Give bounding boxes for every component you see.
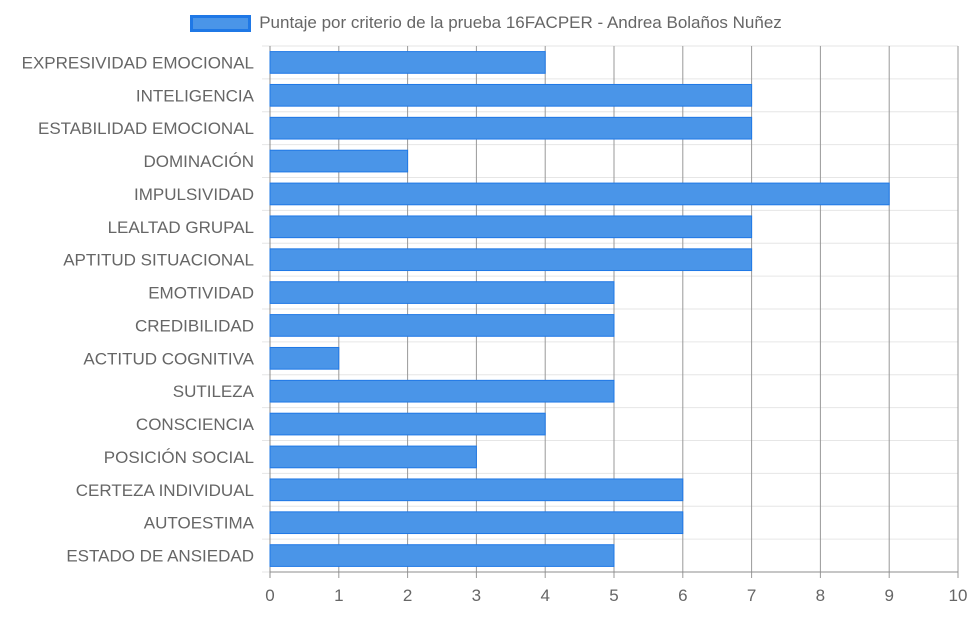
bar (269, 511, 684, 535)
category-label: APTITUD SITUACIONAL (63, 251, 254, 270)
x-tick-label: 9 (884, 586, 893, 605)
legend[interactable]: Puntaje por criterio de la prueba 16FACP… (0, 10, 972, 36)
category-label: ESTABILIDAD EMOCIONAL (38, 119, 254, 138)
bar (269, 314, 615, 337)
bar (269, 379, 615, 403)
x-tick-label: 1 (334, 586, 343, 605)
category-label: IMPULSIVIDAD (134, 185, 254, 204)
x-tick-label: 6 (678, 586, 687, 605)
category-label: LEALTAD GRUPAL (108, 218, 254, 237)
x-tick-label: 7 (747, 586, 756, 605)
x-tick-label: 5 (609, 586, 618, 605)
legend-label: Puntaje por criterio de la prueba 16FACP… (259, 13, 782, 32)
bar (269, 51, 546, 74)
category-label: DOMINACIÓN (144, 152, 255, 171)
bar (269, 149, 409, 173)
bar (269, 478, 684, 502)
x-tick-label: 0 (265, 586, 274, 605)
bar (269, 182, 890, 206)
category-label: ACTITUD COGNITIVA (83, 349, 254, 368)
category-label: ESTADO DE ANSIEDAD (66, 547, 254, 566)
category-label: AUTOESTIMA (144, 514, 255, 533)
x-tick-label: 2 (403, 586, 412, 605)
x-tick-label: 3 (472, 586, 481, 605)
bar (269, 116, 753, 140)
bar (269, 346, 340, 370)
bar (269, 412, 546, 436)
bar (269, 215, 753, 239)
category-label: CREDIBILIDAD (135, 316, 254, 335)
category-label: EXPRESIVIDAD EMOCIONAL (22, 53, 254, 72)
bar (269, 248, 753, 272)
x-tick-label: 4 (540, 586, 549, 605)
bar (269, 544, 615, 567)
category-label: CERTEZA INDIVIDUAL (76, 481, 254, 500)
x-tick-label: 10 (949, 586, 968, 605)
x-tick-label: 8 (816, 586, 825, 605)
category-label: INTELIGENCIA (136, 86, 255, 105)
category-label: SUTILEZA (173, 382, 255, 401)
bar (269, 281, 615, 304)
category-label: POSICIÓN SOCIAL (104, 448, 254, 467)
category-label: CONSCIENCIA (136, 415, 255, 434)
category-label: EMOTIVIDAD (148, 284, 254, 303)
bar (269, 445, 477, 469)
bar (269, 83, 753, 107)
legend-swatch (190, 14, 252, 32)
